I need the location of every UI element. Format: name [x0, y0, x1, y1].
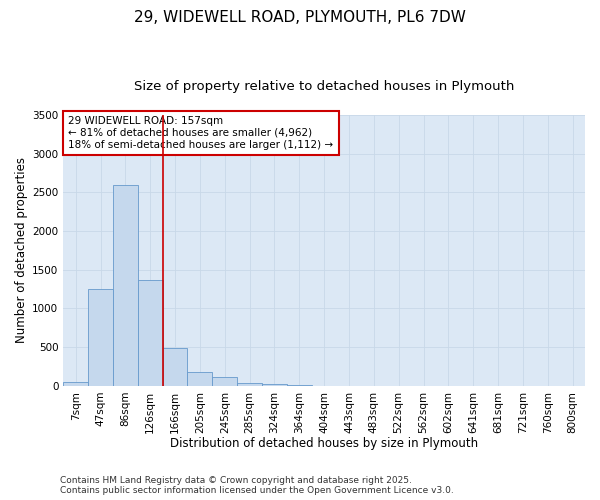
X-axis label: Distribution of detached houses by size in Plymouth: Distribution of detached houses by size …: [170, 437, 478, 450]
Text: 29 WIDEWELL ROAD: 157sqm
← 81% of detached houses are smaller (4,962)
18% of sem: 29 WIDEWELL ROAD: 157sqm ← 81% of detach…: [68, 116, 334, 150]
Text: Contains HM Land Registry data © Crown copyright and database right 2025.
Contai: Contains HM Land Registry data © Crown c…: [60, 476, 454, 495]
Bar: [88, 289, 113, 386]
Bar: [163, 348, 187, 386]
Bar: [237, 383, 262, 386]
Bar: [113, 184, 138, 386]
Bar: [287, 385, 312, 386]
Text: 29, WIDEWELL ROAD, PLYMOUTH, PL6 7DW: 29, WIDEWELL ROAD, PLYMOUTH, PL6 7DW: [134, 10, 466, 25]
Bar: [63, 382, 88, 386]
Bar: [187, 372, 212, 386]
Bar: [212, 378, 237, 386]
Y-axis label: Number of detached properties: Number of detached properties: [15, 158, 28, 344]
Bar: [138, 280, 163, 386]
Bar: [262, 384, 287, 386]
Title: Size of property relative to detached houses in Plymouth: Size of property relative to detached ho…: [134, 80, 514, 93]
